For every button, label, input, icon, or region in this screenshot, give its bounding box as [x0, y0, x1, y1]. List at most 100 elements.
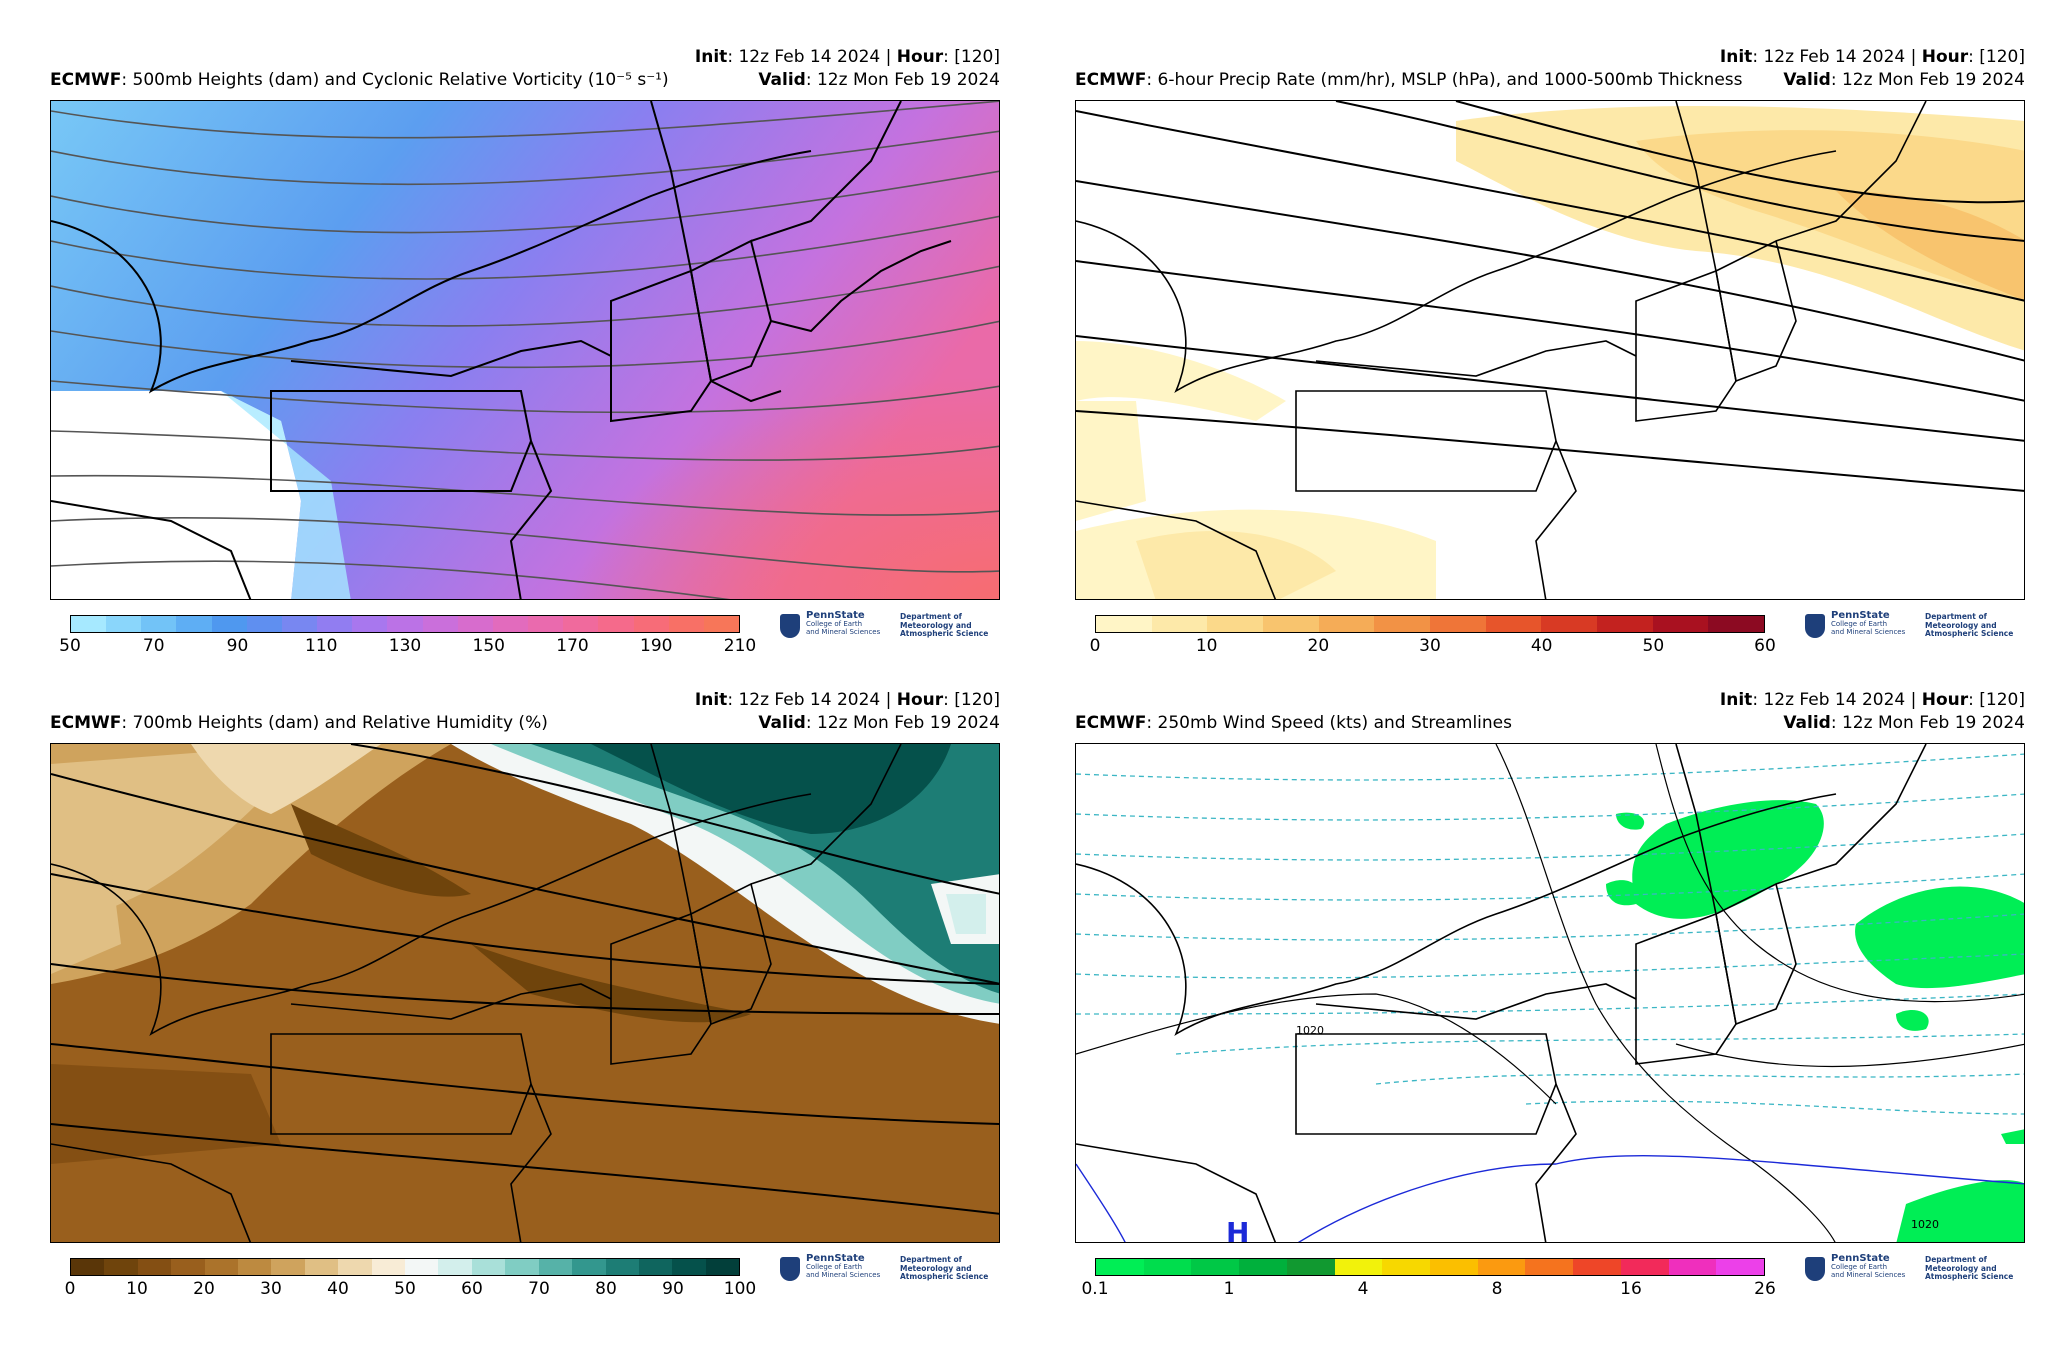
colorbar [70, 1258, 740, 1276]
colorbar-swatch [176, 616, 212, 632]
colorbar-swatch [1597, 616, 1653, 632]
colorbar-tick-label: 1 [1223, 1279, 1235, 1299]
panel-title: ECMWF: 700mb Heights (dam) and Relative … [50, 713, 548, 733]
colorbar-tick-label: 20 [1307, 636, 1330, 656]
colorbar-swatch [1430, 1259, 1478, 1275]
colorbar-tick-label: 30 [1419, 636, 1441, 656]
contour-label: 1020 [1296, 1024, 1324, 1037]
colorbar-swatch [211, 616, 247, 632]
colorbar-tick-label: 80 [595, 1279, 617, 1299]
colorbar-swatch [422, 616, 458, 632]
pennstate-logo: PennState College of Earth and Mineral Sci… [780, 611, 1000, 646]
colorbar-tick-label: 0.1 [1081, 1279, 1109, 1299]
colorbar-swatch [137, 1259, 172, 1275]
shield-icon [780, 1257, 800, 1281]
colorbar-swatch [1573, 1259, 1621, 1275]
colorbar-tick-label: 26 [1754, 1279, 1776, 1299]
colorbar-swatch [672, 1259, 706, 1275]
valid-line: Valid: 12z Mon Feb 19 2024 [758, 713, 1000, 733]
panel-precip-mslp: Init: 12z Feb 14 2024 | Hour: [120] ECMW… [1025, 0, 2025, 656]
colorbar-swatch [338, 1259, 372, 1275]
colorbar-swatch [171, 1259, 205, 1275]
colorbar-swatch [563, 616, 599, 632]
colorbar-swatch [505, 1259, 539, 1275]
colorbar-tick-label: 90 [662, 1279, 684, 1299]
colorbar-swatch [1318, 616, 1375, 632]
colorbar-swatch [238, 1259, 272, 1275]
colorbar-swatch [371, 1259, 406, 1275]
colorbar-swatch [1286, 1259, 1335, 1275]
colorbar-swatch [1151, 616, 1208, 632]
colorbar-swatch [633, 616, 669, 632]
valid-line: Valid: 12z Mon Feb 19 2024 [758, 70, 1000, 90]
colorbar [70, 615, 740, 633]
init-line: Init: 12z Feb 14 2024 | Hour: [120] [1719, 690, 2025, 710]
colorbar-tick-label: 70 [142, 636, 165, 656]
colorbar-tick-label: 100 [723, 1279, 757, 1299]
colorbar-swatch [598, 616, 634, 632]
colorbar-swatch [317, 616, 353, 632]
colorbar-swatch [457, 616, 493, 632]
colorbar-swatch [281, 616, 318, 632]
colorbar-tick-label: 10 [126, 1279, 148, 1299]
colorbar-swatch [1096, 616, 1152, 632]
colorbar [1095, 1258, 1765, 1276]
colorbar-swatch [1096, 1259, 1144, 1275]
colorbar-tick-label: 190 [640, 636, 673, 656]
colorbar-tick-label: 8 [1491, 1279, 1503, 1299]
colorbar-tick-label: 50 [59, 636, 81, 656]
panel-250mb-wind: Init: 12z Feb 14 2024 | Hour: [120] ECMW… [1025, 643, 2025, 1299]
map-precip [1075, 100, 2025, 600]
colorbar-tick-label: 0 [1089, 636, 1101, 656]
colorbar-swatch [1382, 1259, 1431, 1275]
colorbar-swatch [1207, 616, 1264, 632]
init-line: Init: 12z Feb 14 2024 | Hour: [120] [1719, 47, 2025, 67]
colorbar-tick-label: 170 [556, 636, 589, 656]
colorbar-swatch [668, 616, 704, 632]
colorbar-tick-label: 40 [1530, 636, 1553, 656]
colorbar-tick-label: 10 [1195, 636, 1218, 656]
map-700mb [50, 743, 1000, 1243]
map-250mb: 1020 1020 H [1075, 743, 2025, 1243]
colorbar-swatch [71, 616, 107, 632]
colorbar-swatch [1485, 616, 1542, 632]
colorbar-swatch [538, 1259, 573, 1275]
colorbar-swatch [1541, 616, 1598, 632]
shield-icon [1805, 614, 1825, 638]
colorbar-swatch [405, 1259, 439, 1275]
shield-icon [780, 614, 800, 638]
colorbar-tick-label: 50 [394, 1279, 416, 1299]
colorbar-swatch [71, 1259, 105, 1275]
panel-500mb-vorticity: Init: 12z Feb 14 2024 | Hour: [120] ECMW… [0, 0, 1000, 656]
colorbar-swatch [528, 616, 564, 632]
colorbar-tick-label: 30 [260, 1279, 282, 1299]
valid-line: Valid: 12z Mon Feb 19 2024 [1783, 70, 2025, 90]
colorbar-tick-label: 130 [388, 636, 422, 656]
colorbar-swatch [703, 616, 739, 632]
colorbar-swatch [705, 1259, 740, 1275]
high-pressure-label: H [1226, 1216, 1249, 1243]
colorbar-tick-label: 40 [327, 1279, 349, 1299]
colorbar [1095, 615, 1765, 633]
colorbar-ticks: 50 70 90 110 130 150 170 190 210 [59, 636, 756, 660]
colorbar-swatch [246, 616, 282, 632]
colorbar-swatch [471, 1259, 506, 1275]
colorbar-ticks: 0.1 1 4 8 16 26 [1081, 1279, 1775, 1303]
colorbar-tick-label: 4 [1357, 1279, 1369, 1299]
colorbar-swatch [104, 1259, 138, 1275]
colorbar-swatch [438, 1259, 472, 1275]
panel-title: ECMWF: 250mb Wind Speed (kts) and Stream… [1075, 713, 1512, 733]
colorbar-swatch [271, 1259, 305, 1275]
colorbar-swatch [106, 616, 142, 632]
colorbar-swatch [1668, 1259, 1717, 1275]
colorbar-tick-label: 70 [528, 1279, 550, 1299]
colorbar-swatch [387, 616, 423, 632]
panel-title: ECMWF: 6-hour Precip Rate (mm/hr), MSLP … [1075, 70, 1743, 90]
colorbar-tick-label: 16 [1620, 1279, 1642, 1299]
colorbar-swatch [492, 616, 529, 632]
init-line: Init: 12z Feb 14 2024 | Hour: [120] [694, 47, 1000, 67]
colorbar-ticks: 0 10 20 30 40 50 60 [1090, 636, 1776, 660]
colorbar-swatch [141, 616, 177, 632]
pennstate-logo: PennState College of Earth and Mineral Sci… [1805, 1254, 2025, 1289]
colorbar-swatch [1716, 1259, 1765, 1275]
